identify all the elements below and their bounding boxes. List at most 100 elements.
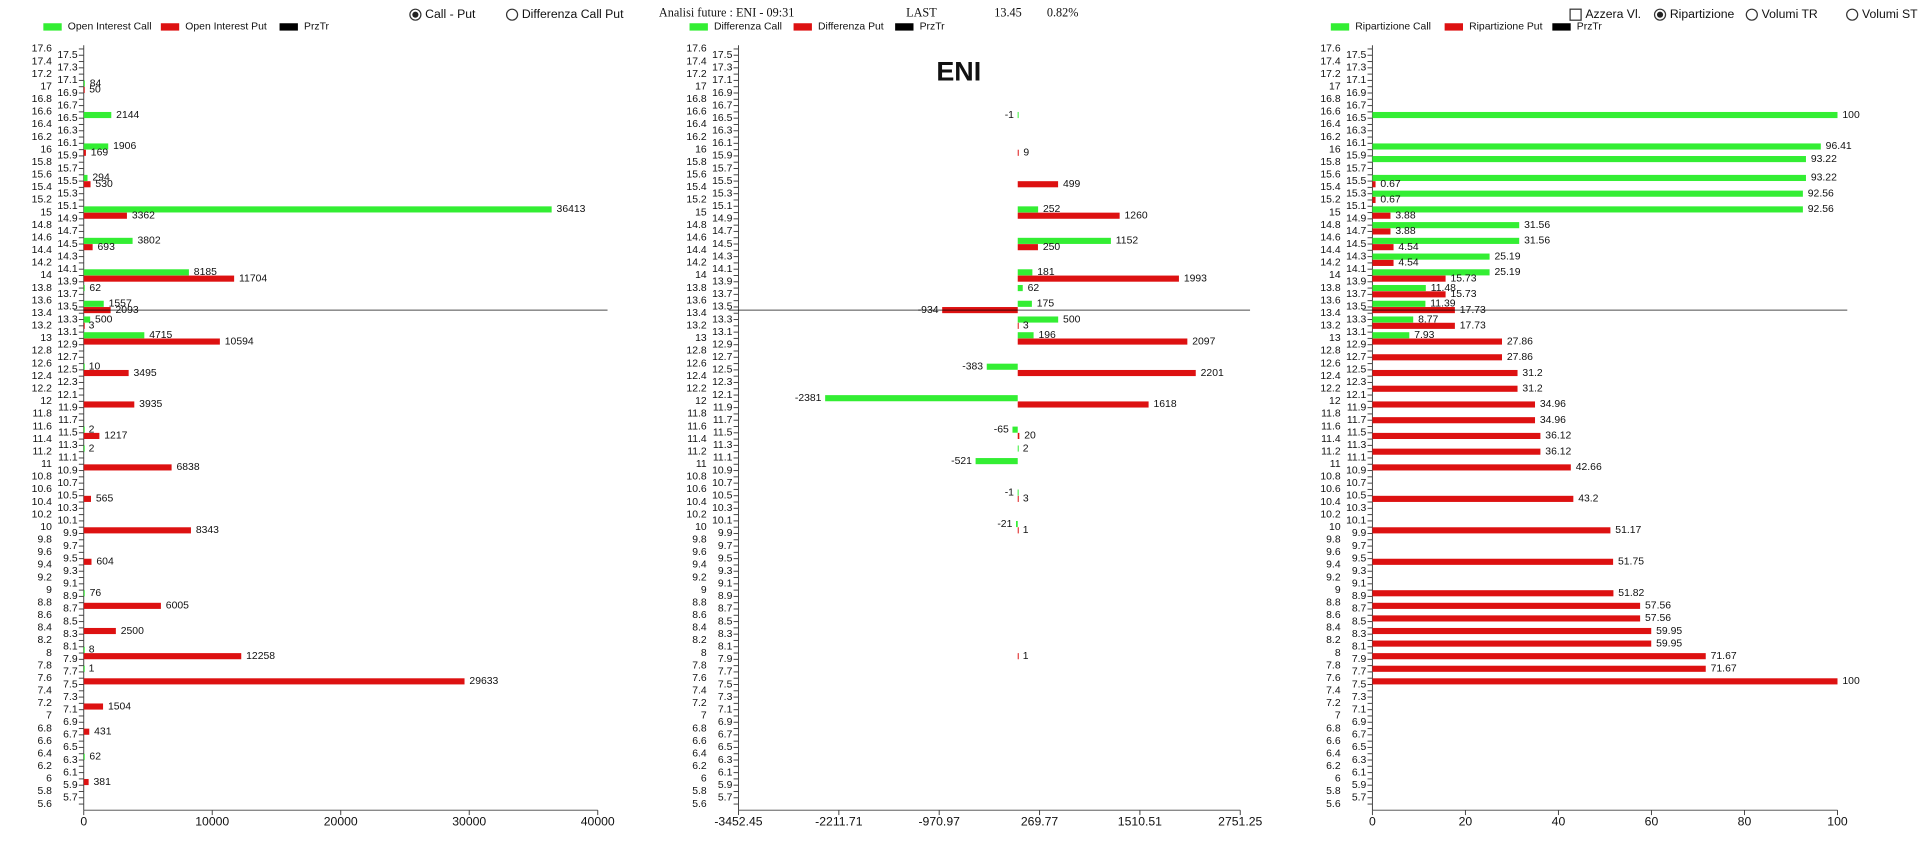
bar [83, 244, 93, 251]
y-tick-label: 16.4 [686, 119, 706, 130]
y-tick-label: 14.4 [32, 245, 52, 256]
bar [1372, 385, 1518, 392]
bar [83, 703, 104, 710]
y-tick-label: 8.8 [1326, 597, 1341, 608]
bar [1372, 156, 1806, 163]
y-tick-label: 12.6 [686, 358, 706, 369]
value-label: 252 [1043, 204, 1061, 215]
y-tick-label: 12.9 [1346, 339, 1366, 350]
y-tick-label: 5.6 [1326, 799, 1341, 810]
y-tick-label: 9.9 [718, 528, 733, 539]
y-tick-label: 13.1 [57, 327, 77, 338]
y-tick-label: 10.3 [57, 503, 77, 514]
radio-button[interactable] [1846, 8, 1859, 21]
y-tick-label: 8.2 [692, 635, 707, 646]
y-tick-label: 14.6 [32, 232, 52, 243]
y-tick-label: 7.2 [37, 698, 52, 709]
y-tick-label: 8.9 [63, 591, 78, 602]
y-tick-label: 9.1 [63, 579, 78, 590]
value-label: 11704 [239, 273, 267, 284]
bar [1372, 615, 1641, 622]
y-tick-label: 8.6 [692, 610, 707, 621]
y-tick-label: 10.7 [1346, 478, 1366, 489]
y-tick-label: 9.2 [1326, 572, 1341, 583]
y-tick-label: 6 [701, 774, 707, 785]
bar [1372, 464, 1571, 471]
value-label: 42.66 [1576, 462, 1602, 473]
y-tick-label: 12.4 [32, 371, 52, 382]
control-label[interactable]: Azzera Vl. [1585, 7, 1641, 21]
y-tick-label: 13.6 [32, 295, 52, 306]
bar [1017, 237, 1111, 244]
y-tick-label: 16.3 [712, 126, 732, 137]
legend-swatch [279, 23, 298, 31]
value-label: 31.56 [1524, 236, 1550, 247]
bar [1372, 143, 1821, 150]
x-tick-label: 1510.51 [1118, 815, 1162, 829]
bar [1372, 640, 1652, 647]
y-tick-label: 7.3 [63, 692, 78, 703]
checkbox[interactable] [1569, 8, 1582, 21]
bar [1017, 111, 1019, 119]
y-tick-label: 9.8 [37, 535, 52, 546]
control-label[interactable]: Volumi TR [1762, 7, 1818, 21]
y-tick-label: 17.2 [686, 69, 706, 80]
y-tick-label: 14.6 [1320, 232, 1340, 243]
y-tick-label: 13.8 [32, 283, 52, 294]
value-label: 1152 [1116, 236, 1139, 247]
control-label[interactable]: Call - Put [425, 7, 476, 21]
value-label: 196 [1038, 330, 1056, 341]
value-label: 4.54 [1398, 258, 1418, 269]
y-tick-label: 12.1 [1346, 390, 1366, 401]
y-tick-label: 8.9 [1352, 591, 1367, 602]
y-tick-label: 16.1 [57, 138, 77, 149]
y-tick-label: 10 [695, 522, 707, 533]
y-tick-label: 6.4 [692, 748, 707, 759]
y-tick-label: 5.6 [692, 799, 707, 810]
y-tick-label: 11.5 [58, 428, 78, 439]
y-tick-label: 8.5 [63, 616, 78, 627]
y-tick-label: 7.3 [1352, 692, 1367, 703]
y-tick-label: 8.5 [1352, 616, 1367, 627]
y-tick-label: 7.7 [63, 667, 78, 678]
y-tick-label: 11.6 [1321, 421, 1341, 432]
bar [83, 369, 129, 377]
y-tick-label: 10 [1329, 522, 1341, 533]
y-tick-label: 11.3 [1347, 440, 1367, 451]
bar [1372, 300, 1426, 307]
control-label[interactable]: Ripartizione [1670, 7, 1735, 21]
control-label[interactable]: Volumi ST [1862, 7, 1918, 21]
y-tick-label: 13 [40, 333, 52, 344]
value-label: 0.67 [1380, 179, 1400, 190]
legend-label: Differenza Put [818, 22, 884, 33]
control-label[interactable]: Differenza Call Put [522, 7, 624, 21]
last-value: 13.45 [994, 5, 1022, 19]
bar [1372, 322, 1455, 329]
bar [1372, 285, 1426, 292]
y-tick-label: 17.5 [1346, 50, 1366, 61]
y-tick-label: 15.3 [712, 188, 732, 199]
y-tick-label: 7.6 [1326, 673, 1341, 684]
value-label: 2 [1023, 443, 1029, 454]
y-tick-label: 8.6 [37, 610, 52, 621]
bar [1372, 558, 1614, 565]
radio-button[interactable] [505, 8, 519, 21]
y-tick-label: 16.7 [712, 100, 732, 111]
y-tick-label: 9.4 [692, 560, 707, 571]
value-label: 2 [89, 424, 95, 435]
y-tick-label: 9.5 [63, 553, 78, 564]
radio-button[interactable] [1745, 8, 1758, 21]
bar [83, 363, 85, 370]
bar [1017, 322, 1019, 329]
y-tick-label: 15.2 [32, 195, 52, 206]
y-tick-label: 14.7 [1346, 226, 1366, 237]
y-tick-label: 10.2 [32, 509, 52, 520]
bar [83, 653, 242, 660]
y-tick-label: 6.5 [63, 742, 78, 753]
bar [83, 143, 109, 150]
bar [1372, 206, 1803, 213]
y-tick-label: 11.7 [58, 415, 78, 426]
y-tick-label: 15.7 [1346, 163, 1366, 174]
value-label: 71.67 [1711, 664, 1737, 675]
bar [1017, 445, 1019, 452]
